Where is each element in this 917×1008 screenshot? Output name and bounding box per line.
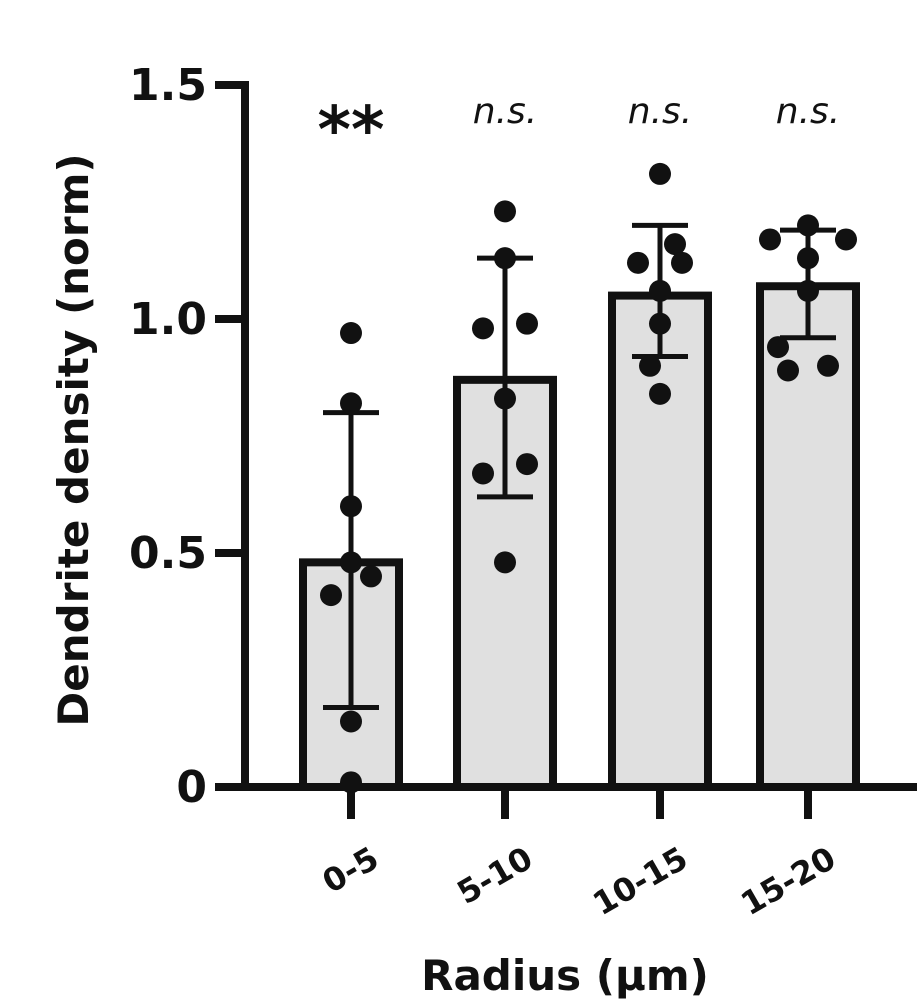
x-tick-label: 10-15 [586, 839, 694, 923]
significance-label: n.s. [776, 91, 840, 132]
data-point [516, 453, 538, 476]
data-point [494, 247, 516, 270]
data-point [671, 251, 693, 274]
data-point [835, 228, 857, 251]
data-point [340, 392, 362, 415]
significance-label: ** [318, 94, 385, 168]
data-point [494, 387, 516, 410]
data-point [639, 354, 661, 377]
data-point [649, 162, 671, 185]
x-tick-label: 15-20 [734, 839, 842, 923]
x-axis-title: Radius (µm) [421, 951, 709, 1000]
data-point [664, 233, 686, 256]
data-point [797, 247, 819, 270]
data-point [649, 312, 671, 335]
data-point [627, 251, 649, 274]
data-point [516, 312, 538, 335]
data-point [759, 228, 781, 251]
y-tick-label: 0 [176, 762, 207, 813]
data-point [472, 317, 494, 340]
data-point [494, 551, 516, 574]
y-tick-label: 1.5 [129, 60, 207, 111]
data-point [777, 359, 799, 382]
data-point [340, 710, 362, 733]
data-point [767, 336, 789, 359]
data-point [649, 382, 671, 405]
data-point [817, 354, 839, 377]
data-point [649, 279, 671, 302]
data-point [472, 462, 494, 485]
y-tick-label: 0.5 [129, 528, 207, 579]
data-point [360, 565, 382, 588]
data-point [797, 214, 819, 237]
data-point [494, 200, 516, 223]
data-point [340, 551, 362, 574]
y-tick-label: 1.0 [129, 294, 207, 345]
data-point [340, 322, 362, 345]
y-axis-title: Dendrite density (norm) [49, 153, 98, 726]
significance-label: n.s. [473, 91, 537, 132]
data-point [320, 584, 342, 607]
data-point [340, 495, 362, 518]
data-point [797, 279, 819, 302]
x-tick-label: 0-5 [316, 839, 385, 901]
x-tick-label: 5-10 [451, 839, 539, 912]
bar-15-20 [756, 282, 860, 791]
significance-label: n.s. [628, 91, 692, 132]
